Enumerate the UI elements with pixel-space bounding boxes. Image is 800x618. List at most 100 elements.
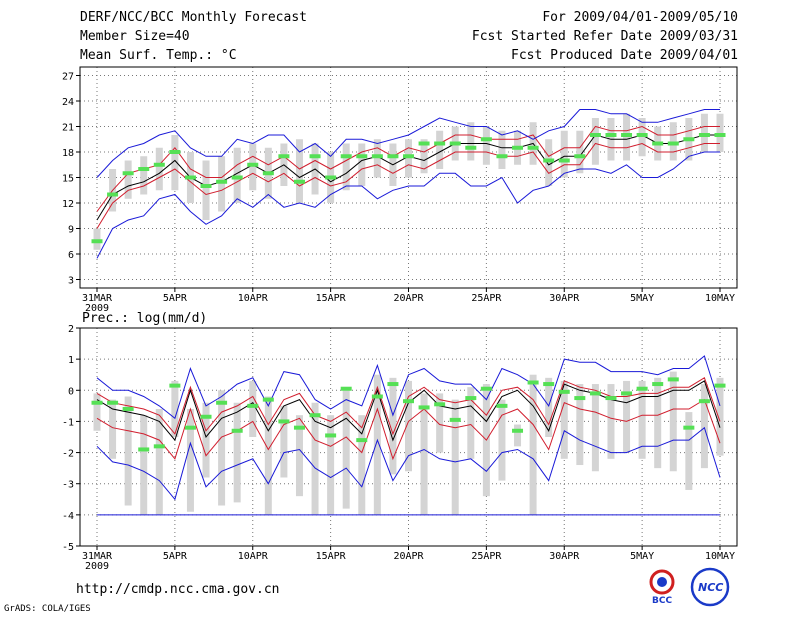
- series-lower-inner: [96, 398, 721, 461]
- grads-credit: GrADS: COLA/IGES: [4, 604, 91, 614]
- median-marker: [153, 162, 165, 167]
- median-marker: [605, 396, 617, 401]
- x-tick-label: 5MAY: [630, 293, 654, 304]
- spread-bar: [700, 113, 708, 152]
- spread-bar: [669, 371, 677, 472]
- spread-bar: [342, 387, 350, 509]
- spread-bar: [716, 113, 724, 152]
- spread-bar: [607, 384, 615, 459]
- x-tick-label: 10APR: [238, 293, 269, 304]
- spread-bar: [685, 412, 693, 490]
- spread-bar: [638, 380, 646, 459]
- y-tick-label: 24: [62, 97, 74, 108]
- median-marker: [636, 133, 648, 137]
- spread-bar: [171, 380, 179, 437]
- spread-bar: [451, 399, 459, 515]
- y-tick-label: -3: [62, 480, 74, 491]
- median-marker: [449, 417, 461, 422]
- spread-bar: [327, 415, 335, 515]
- series-lower-outer: [96, 426, 721, 501]
- spread-bar: [436, 130, 444, 169]
- spread-bar: [280, 405, 288, 478]
- spread-bar: [467, 387, 475, 459]
- y-tick-label: 27: [62, 72, 74, 83]
- median-marker: [325, 175, 337, 180]
- median-marker: [325, 433, 337, 438]
- median-marker: [107, 192, 119, 197]
- spread-bar: [93, 228, 101, 250]
- spread-bar: [140, 415, 148, 515]
- y-tick-label: 0: [68, 386, 74, 397]
- median-marker: [683, 137, 695, 142]
- median-marker: [200, 184, 212, 188]
- header-left: DERF/NCC/BCC Monthly Forecast Member Siz…: [80, 9, 307, 66]
- bcc-logo-text: BCC: [652, 596, 672, 606]
- x-tick-label: 5APR: [163, 551, 188, 562]
- median-marker: [387, 382, 399, 387]
- spread-bar: [218, 390, 226, 506]
- x-tick-label: 5MAY: [630, 551, 654, 562]
- median-marker: [512, 145, 524, 150]
- spread-bar: [545, 139, 553, 186]
- x-tick-label: 20APR: [393, 551, 424, 562]
- median-marker: [698, 133, 710, 137]
- spread-bar: [389, 377, 397, 475]
- y-tick-label: 2: [68, 324, 74, 335]
- median-marker: [403, 154, 414, 159]
- spread-bar: [93, 393, 101, 431]
- spread-bar: [467, 122, 475, 161]
- median-marker: [293, 425, 305, 430]
- y-tick-label: -2: [62, 449, 74, 460]
- series-upper-inner: [96, 125, 720, 212]
- median-marker: [621, 391, 633, 396]
- median-marker: [309, 413, 321, 418]
- median-marker: [418, 405, 430, 410]
- bcc-logo: BCC: [649, 569, 675, 606]
- spread-bar: [545, 377, 553, 437]
- median-marker: [543, 158, 555, 163]
- x-tick-label: 31MAR: [82, 551, 113, 562]
- x-year-label: 2009: [85, 561, 109, 572]
- spread-bar: [249, 143, 257, 191]
- median-marker: [543, 382, 555, 387]
- median-marker: [216, 400, 228, 405]
- spread-bar: [498, 399, 506, 481]
- precipitation-panel: -5 -4 -3 -2 -1 0 1 2 31MAR 5APR 10APR 15APR 20APR 25A…: [62, 324, 738, 572]
- median-marker: [558, 389, 570, 394]
- median-marker: [184, 425, 196, 430]
- spread-bar: [498, 130, 506, 169]
- median-marker: [122, 406, 134, 411]
- median-marker: [527, 145, 539, 150]
- median-marker: [589, 391, 601, 396]
- median-marker: [558, 158, 570, 163]
- spread-bar: [342, 143, 350, 191]
- series-lower-outer: [96, 151, 720, 259]
- spread-bar: [560, 130, 568, 178]
- median-marker: [418, 141, 430, 146]
- spread-bar: [155, 408, 163, 515]
- forecast-period: For 2009/04/01-2009/05/10: [542, 10, 738, 25]
- spread-bar: [716, 377, 724, 456]
- median-marker: [153, 444, 165, 449]
- spread-bar: [373, 139, 381, 178]
- source-url[interactable]: http://cmdp.ncc.cma.gov.cn: [76, 582, 280, 597]
- y-tick-label: 6: [68, 250, 74, 261]
- median-marker: [340, 386, 352, 391]
- spread-bar: [560, 380, 568, 459]
- ncc-logo: NCC: [690, 567, 730, 607]
- x-tick-label: 25APR: [471, 551, 502, 562]
- spread-bar: [124, 396, 132, 506]
- ncc-logo-text: NCC: [698, 581, 723, 594]
- median-marker: [122, 171, 134, 176]
- spread-bar: [373, 374, 381, 515]
- median-marker: [574, 154, 586, 159]
- median-marker: [667, 141, 679, 146]
- median-marker: [138, 447, 150, 452]
- median-marker: [169, 150, 181, 154]
- median-marker: [91, 239, 103, 244]
- header-right: For 2009/04/01-2009/05/10 Fcst Started R…: [472, 9, 738, 66]
- spread-bar: [202, 160, 210, 220]
- median-marker: [278, 419, 290, 424]
- spread-bar: [576, 384, 584, 466]
- spread-bar: [249, 380, 257, 437]
